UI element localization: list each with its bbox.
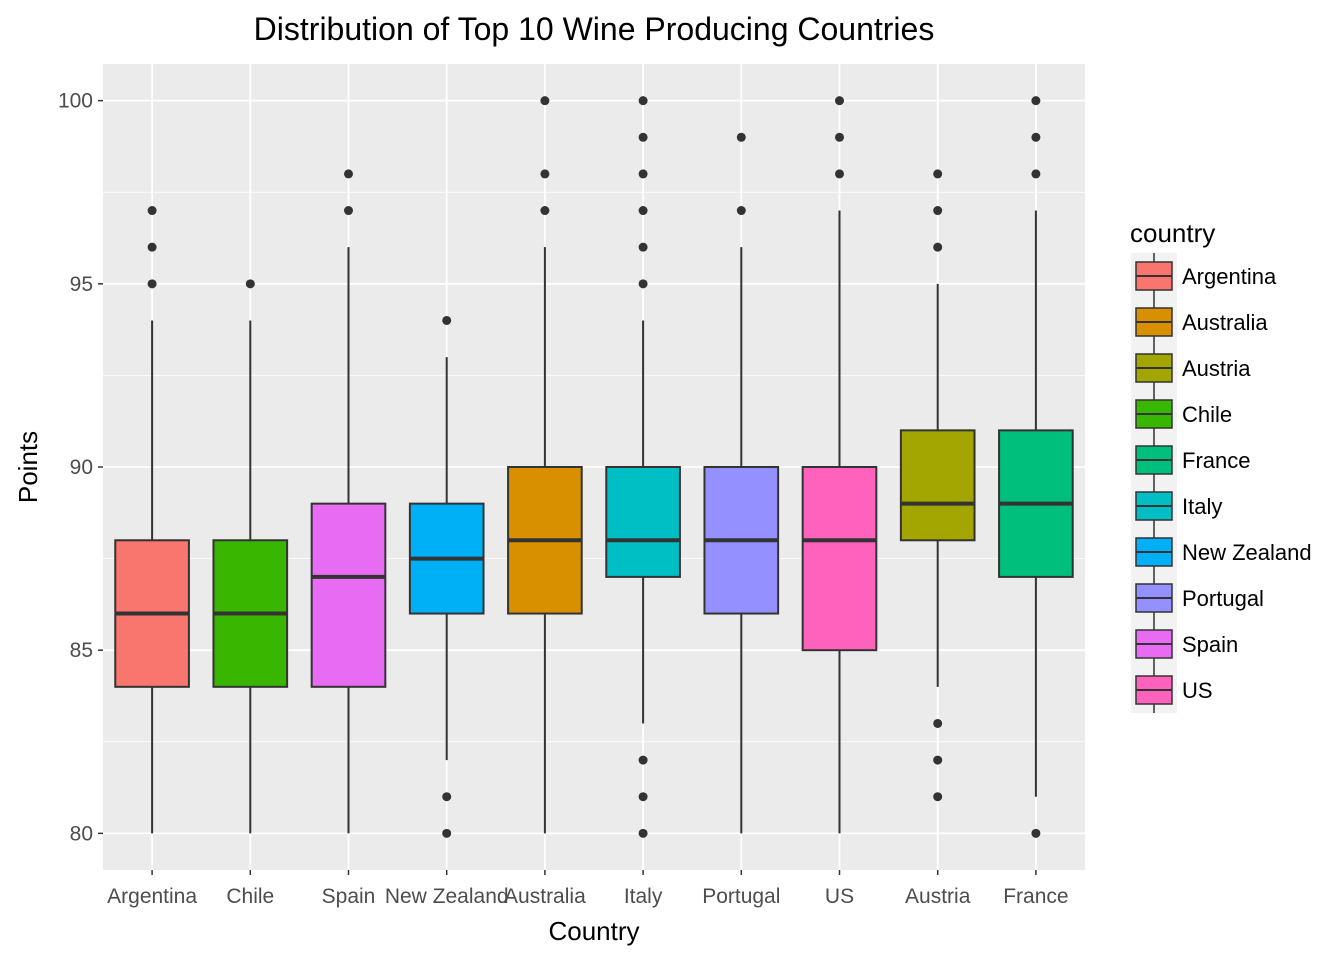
outlier-point-argentina (147, 242, 157, 252)
legend-label-argentina: Argentina (1182, 264, 1277, 289)
x-tick-label: Chile (226, 885, 274, 908)
outlier-point-us (835, 169, 844, 179)
chart-title: Distribution of Top 10 Wine Producing Co… (254, 11, 935, 47)
outlier-point-france (1031, 169, 1041, 179)
outlier-point-austria (933, 792, 943, 802)
outlier-point-australia (540, 96, 550, 106)
legend-label-australia: Australia (1182, 310, 1268, 335)
box-austria (899, 429, 976, 542)
outlier-point-spain (344, 169, 353, 179)
legend-title: country (1130, 218, 1215, 248)
x-tick-label: Portugal (702, 885, 780, 908)
legend-label-austria: Austria (1182, 356, 1251, 381)
outlier-point-new-zealand (442, 315, 452, 325)
outlier-point-australia (540, 169, 550, 179)
x-tick-label: New Zealand (385, 885, 509, 908)
outlier-point-austria (933, 206, 943, 216)
outlier-point-france (1031, 828, 1041, 838)
outlier-point-australia (540, 206, 550, 216)
legend-label-italy: Italy (1182, 494, 1222, 519)
outlier-point-portugal (736, 132, 746, 142)
x-tick-label: Italy (624, 885, 663, 908)
legend: Argentina Australia Austria Chile France Ital… (1131, 253, 1312, 713)
outlier-point-new-zealand (442, 792, 452, 802)
outlier-point-italy (638, 206, 648, 216)
outlier-point-argentina (147, 206, 157, 216)
outlier-point-france (1031, 132, 1041, 142)
x-tick-label: France (1003, 885, 1068, 908)
whiskers (151, 210, 1037, 834)
outlier-point-portugal (736, 206, 746, 216)
outlier-point-italy (638, 242, 648, 252)
x-tick-label: Austria (905, 885, 971, 908)
y-tick-label: 80 (70, 822, 93, 845)
outlier-point-us (835, 132, 844, 142)
y-axis-ticks: 80 85 90 95 100 (58, 90, 103, 845)
outlier-point-france (1031, 96, 1041, 106)
legend-label-spain: Spain (1182, 632, 1238, 657)
legend-label-france: France (1182, 448, 1250, 473)
y-tick-label: 95 (70, 273, 93, 296)
outlier-point-italy (638, 755, 648, 765)
outlier-point-italy (638, 96, 648, 106)
outlier-point-italy (638, 132, 648, 142)
outlier-point-italy (638, 828, 648, 838)
x-tick-label: US (825, 885, 854, 908)
outlier-point-us (835, 96, 844, 106)
box-italy (605, 466, 681, 578)
outlier-point-austria (933, 242, 943, 252)
outlier-point-argentina (147, 279, 157, 289)
outlier-point-italy (638, 169, 648, 179)
x-axis-title: Country (548, 916, 639, 946)
box-spain (310, 502, 387, 688)
outlier-point-austria (933, 755, 943, 765)
outliers (147, 96, 1041, 838)
outlier-point-spain (344, 206, 353, 216)
outlier-point-new-zealand (442, 828, 452, 838)
x-tick-label: Australia (504, 885, 586, 908)
legend-label-portugal: Portugal (1182, 586, 1264, 611)
boxes (114, 429, 1074, 688)
box-us (801, 466, 878, 652)
outlier-point-chile (245, 279, 255, 289)
legend-label-us: US (1182, 678, 1213, 703)
x-tick-label: Argentina (107, 885, 197, 908)
y-tick-label: 100 (58, 90, 93, 113)
legend-label-new-zealand: New Zealand (1182, 540, 1312, 565)
outlier-point-italy (638, 279, 648, 289)
outlier-point-austria (933, 718, 943, 728)
outlier-point-italy (638, 792, 648, 802)
y-axis-title: Points (13, 431, 43, 503)
x-tick-label: Spain (322, 885, 376, 908)
y-tick-label: 85 (70, 639, 93, 662)
outlier-point-austria (933, 169, 943, 179)
y-tick-label: 90 (70, 456, 93, 479)
legend-label-chile: Chile (1182, 402, 1232, 427)
